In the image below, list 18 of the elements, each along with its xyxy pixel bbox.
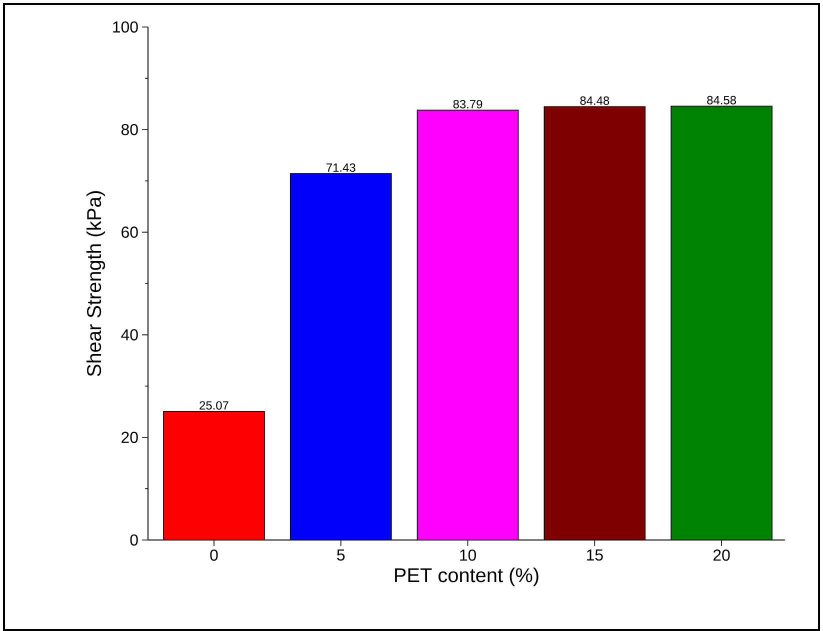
x-tick-label: 10 bbox=[460, 550, 476, 561]
y-tick-label: 100 bbox=[113, 21, 138, 33]
data-label: 25.07 bbox=[200, 401, 228, 410]
data-label: 84.58 bbox=[707, 96, 736, 104]
y-tick-label: 60 bbox=[122, 226, 138, 238]
data-label: 84.48 bbox=[580, 96, 610, 105]
data-label: 71.43 bbox=[326, 163, 356, 172]
y-tick-label: 20 bbox=[122, 432, 138, 444]
x-axis-title: PET content (%) bbox=[395, 568, 538, 586]
y-axis-title: Shear Strength (kPa) bbox=[86, 191, 106, 376]
x-tick-label: 20 bbox=[713, 550, 730, 561]
y-tick-label: 0 bbox=[130, 534, 138, 546]
x-tick-label: 0 bbox=[210, 550, 218, 561]
y-tick-label: 40 bbox=[121, 329, 138, 340]
x-tick-label: 15 bbox=[587, 549, 603, 561]
y-tick-label: 80 bbox=[121, 124, 138, 136]
data-label: 83.79 bbox=[453, 100, 482, 108]
x-tick-label: 5 bbox=[337, 549, 345, 561]
